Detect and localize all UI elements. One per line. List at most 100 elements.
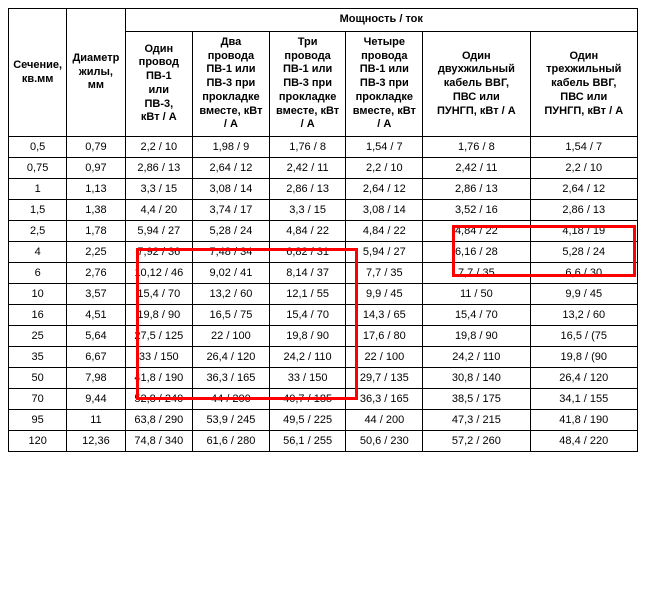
header-diameter: Диаметржилы,мм [67,9,125,137]
table-cell: 0,79 [67,137,125,158]
table-cell: 3,57 [67,284,125,305]
table-cell: 29,7 / 135 [346,368,423,389]
table-cell: 5,28 / 24 [530,242,637,263]
table-row: 951163,8 / 29053,9 / 24549,5 / 22544 / 2… [9,410,638,431]
table-cell: 22 / 100 [346,347,423,368]
table-cell: 2,86 / 13 [269,179,346,200]
table-cell: 16,5 / (75 [530,326,637,347]
table-cell: 2,64 / 12 [530,179,637,200]
table-cell: 2,2 / 10 [125,137,193,158]
table-cell: 61,6 / 280 [193,431,270,452]
table-row: 709,4452,8 / 24044 / 20040,7 / 18536,3 /… [9,389,638,410]
table-cell: 2,42 / 11 [269,158,346,179]
table-cell: 15,4 / 70 [423,305,530,326]
table-cell: 9,9 / 45 [346,284,423,305]
table-row: 356,6733 / 15026,4 / 12024,2 / 11022 / 1… [9,347,638,368]
table-cell: 48,4 / 220 [530,431,637,452]
table-cell: 2,86 / 13 [423,179,530,200]
table-cell: 6,6 / 30 [530,263,637,284]
table-cell: 16,5 / 75 [193,305,270,326]
table-cell: 2,42 / 11 [423,158,530,179]
header-1wire: ОдинпроводПВ-1илиПВ-3,кВт / А [125,31,193,136]
table-cell: 3,08 / 14 [346,200,423,221]
table-cell: 74,8 / 340 [125,431,193,452]
table-cell: 52,8 / 240 [125,389,193,410]
table-cell: 26,4 / 120 [193,347,270,368]
table-cell: 120 [9,431,67,452]
table-row: 0,750,972,86 / 132,64 / 122,42 / 112,2 /… [9,158,638,179]
table-row: 103,5715,4 / 7013,2 / 6012,1 / 559,9 / 4… [9,284,638,305]
table-cell: 50,6 / 230 [346,431,423,452]
table-cell: 57,2 / 260 [423,431,530,452]
table-cell: 6,16 / 28 [423,242,530,263]
table-cell: 26,4 / 120 [530,368,637,389]
table-cell: 36,3 / 165 [346,389,423,410]
table-cell: 95 [9,410,67,431]
table-cell: 25 [9,326,67,347]
table-cell: 7,7 / 35 [423,263,530,284]
table-cell: 1,76 / 8 [423,137,530,158]
table-cell: 3,74 / 17 [193,200,270,221]
table-cell: 5,94 / 27 [346,242,423,263]
table-cell: 19,8 / 90 [125,305,193,326]
table-cell: 2,86 / 13 [125,158,193,179]
table-cell: 47,3 / 215 [423,410,530,431]
table-cell: 34,1 / 155 [530,389,637,410]
table-cell: 4,18 / 19 [530,221,637,242]
table-cell: 0,97 [67,158,125,179]
table-cell: 15,4 / 70 [269,305,346,326]
table-cell: 11 [67,410,125,431]
table-cell: 13,2 / 60 [193,284,270,305]
table-cell: 5,64 [67,326,125,347]
table-cell: 6 [9,263,67,284]
table-cell: 41,8 / 190 [125,368,193,389]
table-cell: 33 / 150 [125,347,193,368]
table-cell: 2,2 / 10 [530,158,637,179]
table-cell: 16 [9,305,67,326]
table-cell: 56,1 / 255 [269,431,346,452]
table-cell: 1,5 [9,200,67,221]
table-cell: 7,48 / 34 [193,242,270,263]
table-cell: 35 [9,347,67,368]
header-1cable2: Одиндвухжильныйкабель ВВГ,ПВС илиПУНГП, … [423,31,530,136]
table-cell: 11 / 50 [423,284,530,305]
table-cell: 44 / 200 [346,410,423,431]
header-power-group: Мощность / ток [125,9,637,32]
table-cell: 24,2 / 110 [269,347,346,368]
table-row: 507,9841,8 / 19036,3 / 16533 / 15029,7 /… [9,368,638,389]
header-2wire: ДвапроводаПВ-1 илиПВ-3 припрокладкевмест… [193,31,270,136]
table-cell: 53,9 / 245 [193,410,270,431]
table-cell: 13,2 / 60 [530,305,637,326]
table-cell: 40,7 / 185 [269,389,346,410]
table-cell: 4,84 / 22 [423,221,530,242]
table-wrapper: Сечение,кв.мм Диаметржилы,мм Мощность / … [8,8,638,452]
power-current-table: Сечение,кв.мм Диаметржилы,мм Мощность / … [8,8,638,452]
table-cell: 36,3 / 165 [193,368,270,389]
table-cell: 1,98 / 9 [193,137,270,158]
table-cell: 9,9 / 45 [530,284,637,305]
table-cell: 2,64 / 12 [193,158,270,179]
header-4wire: ЧетырепроводаПВ-1 илиПВ-3 припрокладкевм… [346,31,423,136]
table-cell: 2,86 / 13 [530,200,637,221]
table-body: 0,50,792,2 / 101,98 / 91,76 / 81,54 / 71… [9,137,638,452]
table-cell: 1,38 [67,200,125,221]
table-cell: 10,12 / 46 [125,263,193,284]
table-cell: 0,75 [9,158,67,179]
table-cell: 1,78 [67,221,125,242]
table-cell: 44 / 200 [193,389,270,410]
table-cell: 49,5 / 225 [269,410,346,431]
table-cell: 7,7 / 35 [346,263,423,284]
table-cell: 38,5 / 175 [423,389,530,410]
table-cell: 6,67 [67,347,125,368]
table-row: 255,6427,5 / 12522 / 10019,8 / 9017,6 / … [9,326,638,347]
header-3wire: ТрипроводаПВ-1 илиПВ-3 припрокладкевмест… [269,31,346,136]
table-cell: 4,84 / 22 [346,221,423,242]
table-cell: 0,5 [9,137,67,158]
table-cell: 15,4 / 70 [125,284,193,305]
table-cell: 2,76 [67,263,125,284]
table-header: Сечение,кв.мм Диаметржилы,мм Мощность / … [9,9,638,137]
table-row: 11,133,3 / 153,08 / 142,86 / 132,64 / 12… [9,179,638,200]
table-cell: 19,8 / 90 [269,326,346,347]
table-cell: 4 [9,242,67,263]
table-cell: 70 [9,389,67,410]
